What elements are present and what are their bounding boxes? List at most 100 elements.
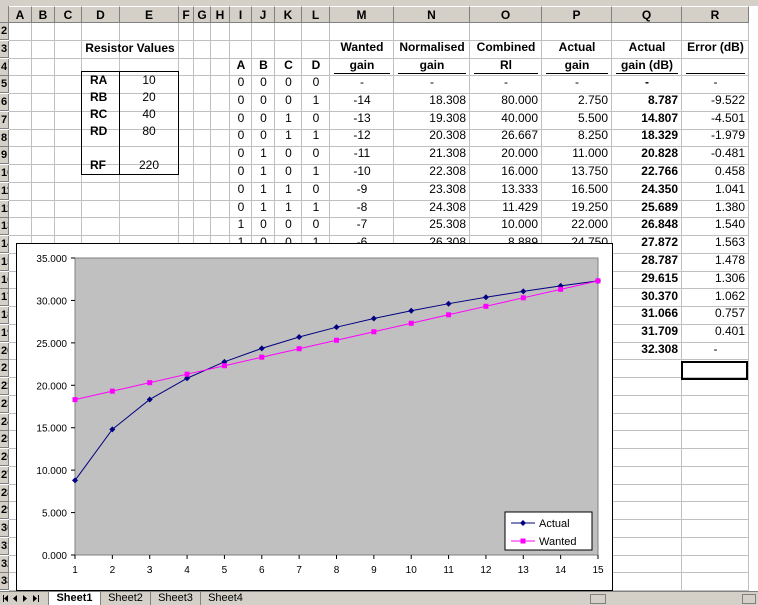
- active-cell-cursor[interactable]: [681, 361, 748, 380]
- x-tick-label: 15: [592, 565, 604, 576]
- row-header[interactable]: 33: [0, 573, 9, 591]
- column-header-g[interactable]: G: [194, 6, 211, 23]
- data-point-actual[interactable]: [333, 324, 340, 331]
- data-point-wanted[interactable]: [371, 329, 377, 335]
- table-cell: 0: [312, 110, 320, 125]
- row-header[interactable]: 11: [0, 182, 9, 200]
- row-header[interactable]: 18: [0, 307, 9, 324]
- column-header-b[interactable]: B: [32, 6, 55, 23]
- data-point-wanted[interactable]: [147, 380, 153, 386]
- row-header[interactable]: 28: [0, 484, 9, 502]
- data-point-wanted[interactable]: [109, 388, 115, 394]
- row-header[interactable]: 5: [0, 76, 9, 94]
- column-header-c[interactable]: C: [55, 6, 82, 23]
- row-header[interactable]: 4: [0, 58, 9, 76]
- column-header-i[interactable]: I: [230, 6, 252, 23]
- row-header[interactable]: 16: [0, 271, 9, 289]
- row-header[interactable]: 25: [0, 431, 9, 449]
- row-header[interactable]: 22: [0, 378, 9, 395]
- data-point-actual[interactable]: [72, 477, 78, 484]
- row-header[interactable]: 6: [0, 94, 9, 111]
- data-point-wanted[interactable]: [446, 312, 452, 318]
- column-header-p[interactable]: P: [542, 6, 612, 23]
- data-point-actual[interactable]: [296, 334, 303, 341]
- sheet-tab-sheet2[interactable]: Sheet2: [100, 592, 150, 605]
- row-header[interactable]: 8: [0, 129, 9, 147]
- sheet-tab-sheet1[interactable]: Sheet1: [48, 592, 100, 605]
- column-header-n[interactable]: N: [394, 6, 470, 23]
- data-point-actual[interactable]: [482, 294, 489, 301]
- data-point-actual[interactable]: [146, 396, 153, 403]
- table-cell: 1.563: [714, 235, 745, 250]
- data-point-wanted[interactable]: [520, 295, 526, 301]
- row-header[interactable]: 31: [0, 537, 9, 555]
- column-header-k[interactable]: K: [275, 6, 302, 23]
- row-header[interactable]: 20: [0, 342, 9, 360]
- first-sheet-icon[interactable]: [4, 595, 8, 602]
- column-header-r[interactable]: R: [682, 6, 749, 23]
- column-header-l[interactable]: L: [302, 6, 330, 23]
- row-header[interactable]: 30: [0, 520, 9, 537]
- data-point-wanted[interactable]: [184, 371, 190, 377]
- data-point-actual[interactable]: [408, 307, 415, 314]
- column-header-o[interactable]: O: [470, 6, 542, 23]
- data-point-wanted[interactable]: [259, 354, 265, 360]
- data-point-actual[interactable]: [520, 288, 527, 295]
- data-point-wanted[interactable]: [408, 320, 414, 326]
- data-point-wanted[interactable]: [483, 303, 489, 309]
- data-point-actual[interactable]: [258, 345, 265, 352]
- column-header-m[interactable]: M: [330, 6, 394, 23]
- table-cell: -12: [353, 128, 371, 143]
- row-header[interactable]: 12: [0, 200, 9, 218]
- prev-sheet-icon[interactable]: [13, 595, 17, 602]
- hscroll-right-button[interactable]: [742, 594, 756, 604]
- data-point-wanted[interactable]: [72, 397, 78, 403]
- table-cell: 18.329: [641, 128, 678, 143]
- sheet-tab-sheet4[interactable]: Sheet4: [200, 592, 250, 605]
- row-header[interactable]: 13: [0, 218, 9, 236]
- row-header[interactable]: 7: [0, 111, 9, 129]
- row-header[interactable]: 9: [0, 147, 9, 165]
- data-point-wanted[interactable]: [221, 363, 227, 369]
- row-header[interactable]: 15: [0, 253, 9, 271]
- tab-scroll-buttons[interactable]: [2, 592, 50, 605]
- select-all-corner[interactable]: [0, 6, 9, 23]
- column-header-h[interactable]: H: [211, 6, 230, 23]
- data-point-actual[interactable]: [221, 358, 228, 365]
- row-header[interactable]: 21: [0, 360, 9, 378]
- chart-legend[interactable]: [504, 511, 593, 551]
- data-point-actual[interactable]: [184, 375, 191, 382]
- column-header-j[interactable]: J: [252, 6, 275, 23]
- row-header[interactable]: 26: [0, 449, 9, 466]
- table-cell: 0: [260, 217, 267, 232]
- data-point-wanted[interactable]: [595, 278, 601, 284]
- row-header[interactable]: 2: [0, 23, 9, 40]
- row-header[interactable]: 23: [0, 395, 9, 413]
- row-header[interactable]: 3: [0, 40, 9, 58]
- hscroll-left-button[interactable]: [590, 594, 606, 604]
- row-header[interactable]: 27: [0, 466, 9, 484]
- row-header[interactable]: 19: [0, 324, 9, 342]
- data-point-actual[interactable]: [445, 300, 452, 307]
- data-point-wanted[interactable]: [558, 286, 564, 292]
- data-point-wanted[interactable]: [296, 346, 302, 352]
- data-point-wanted[interactable]: [334, 337, 339, 343]
- row-header[interactable]: 14: [0, 236, 9, 253]
- data-point-actual[interactable]: [370, 315, 377, 322]
- column-header-e[interactable]: E: [120, 6, 179, 23]
- column-header-f[interactable]: F: [179, 6, 194, 23]
- x-tick-label: 6: [259, 565, 265, 576]
- column-header-d[interactable]: D: [82, 6, 120, 23]
- row-header[interactable]: 29: [0, 502, 9, 520]
- data-point-actual[interactable]: [109, 426, 116, 433]
- sheet-tab-sheet3[interactable]: Sheet3: [150, 592, 200, 605]
- row-header[interactable]: 32: [0, 555, 9, 573]
- column-header-q[interactable]: Q: [612, 6, 682, 23]
- last-sheet-icon[interactable]: [33, 595, 37, 602]
- next-sheet-icon[interactable]: [23, 595, 27, 602]
- row-header[interactable]: 17: [0, 289, 9, 307]
- row-header[interactable]: 10: [0, 165, 9, 182]
- row-header[interactable]: 24: [0, 413, 9, 431]
- gain-chart[interactable]: 0.000 5.000 10.000 15.000 20.000 25.000 30.000…: [16, 243, 613, 591]
- column-header-a[interactable]: A: [9, 6, 32, 23]
